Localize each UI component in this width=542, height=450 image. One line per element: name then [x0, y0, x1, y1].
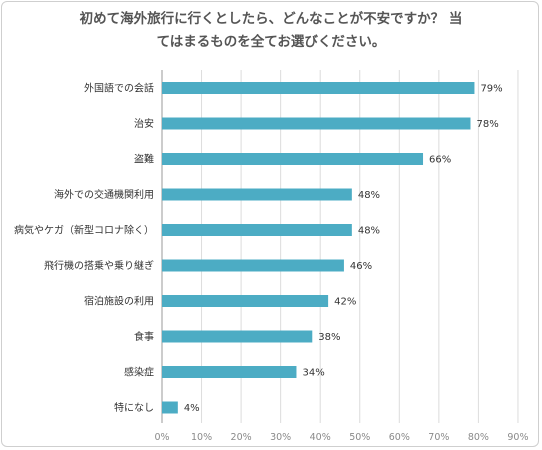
value-label: 79% — [480, 84, 502, 95]
x-tick-label: 20% — [231, 432, 252, 443]
bar — [162, 330, 313, 343]
category-label: 飛行機の搭乗や乗り継ぎ — [44, 259, 154, 272]
x-tick-label: 60% — [389, 432, 410, 443]
x-tick-label: 0% — [154, 432, 169, 443]
bar — [162, 117, 471, 130]
value-label: 42% — [334, 297, 356, 308]
x-tick-label: 50% — [349, 432, 370, 443]
category-label: 感染症 — [124, 366, 154, 379]
x-tick-label: 40% — [310, 432, 331, 443]
value-label: 46% — [350, 261, 372, 272]
bar — [162, 401, 178, 414]
category-label: 病気やケガ（新型コロナ除く） — [14, 224, 154, 237]
category-label: 宿泊施設の利用 — [84, 295, 154, 308]
chart-title: 初めて海外旅行に行くとしたら、どんなことが不安ですか？ 当 てはまるものを全てお… — [0, 8, 542, 54]
bar — [162, 259, 344, 272]
category-label: 盗難 — [134, 153, 154, 166]
chart-title-line-1: 初めて海外旅行に行くとしたら、どんなことが不安ですか？ 当 — [79, 11, 463, 27]
bar — [162, 224, 352, 236]
bar — [162, 295, 329, 307]
x-tick-label: 30% — [270, 432, 291, 443]
value-label: 66% — [429, 155, 451, 166]
x-tick-label: 70% — [428, 432, 449, 443]
category-label: 治安 — [134, 117, 154, 130]
value-label: 4% — [184, 403, 200, 414]
bar — [162, 153, 424, 165]
category-label: 海外での交通機関利用 — [54, 188, 154, 201]
bar — [162, 366, 297, 378]
chart-title-line-2: てはまるものを全てお選びください。 — [156, 34, 386, 50]
x-tick-label: 90% — [507, 432, 528, 443]
value-label: 34% — [302, 368, 324, 379]
value-label: 48% — [358, 226, 380, 237]
bar — [162, 188, 352, 201]
category-label: 外国語での会話 — [84, 82, 154, 95]
value-label: 78% — [476, 119, 498, 130]
bar — [162, 82, 475, 94]
category-label: 特になし — [114, 402, 154, 414]
value-label: 48% — [358, 190, 380, 201]
x-tick-label: 10% — [191, 432, 212, 443]
category-label: 食事 — [134, 330, 154, 343]
x-tick-label: 80% — [468, 432, 489, 443]
value-label: 38% — [318, 332, 340, 343]
